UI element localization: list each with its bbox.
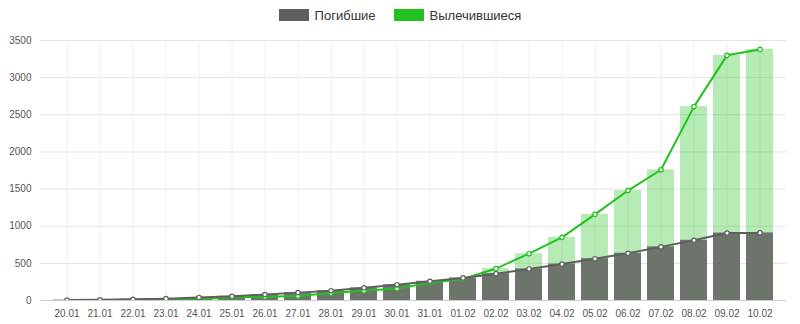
svg-text:07.02: 07.02 [648,308,673,319]
html-text:Погибшие: Погибшие [314,7,376,23]
svg-text:02.02: 02.02 [483,308,508,319]
svg-text:05.02: 05.02 [582,308,607,319]
svg-text:29.01: 29.01 [351,308,376,319]
svg-text:31.01: 31.01 [417,308,442,319]
svg-text:22.01: 22.01 [120,308,145,319]
svg-text:06.02: 06.02 [615,308,640,319]
svg-text:01.02: 01.02 [450,308,475,319]
svg-text:10.02: 10.02 [747,308,772,319]
svg-text:28.01: 28.01 [318,308,343,319]
svg-text:3000: 3000 [9,72,32,83]
svg-text:0: 0 [26,295,32,306]
svg-text:30.01: 30.01 [384,308,409,319]
html-text:Вылечившиеся: Вылечившиеся [429,7,522,23]
svg-text:1000: 1000 [9,220,32,231]
svg-text:24.01: 24.01 [186,308,211,319]
svg-text:26.01: 26.01 [252,308,277,319]
svg-text:500: 500 [15,258,32,269]
svg-text:1500: 1500 [9,183,32,194]
svg-text:20.01: 20.01 [54,308,79,319]
svg-text:04.02: 04.02 [549,308,574,319]
svg-text:27.01: 27.01 [285,308,310,319]
svg-text:03.02: 03.02 [516,308,541,319]
svg-text:23.01: 23.01 [153,308,178,319]
svg-text:2000: 2000 [9,146,32,157]
svg-text:3500: 3500 [9,35,32,46]
svg-text:25.01: 25.01 [219,308,244,319]
svg-text:08.02: 08.02 [681,308,706,319]
svg-text:2500: 2500 [9,109,32,120]
svg-text:21.01: 21.01 [87,308,112,319]
svg-text:09.02: 09.02 [714,308,739,319]
